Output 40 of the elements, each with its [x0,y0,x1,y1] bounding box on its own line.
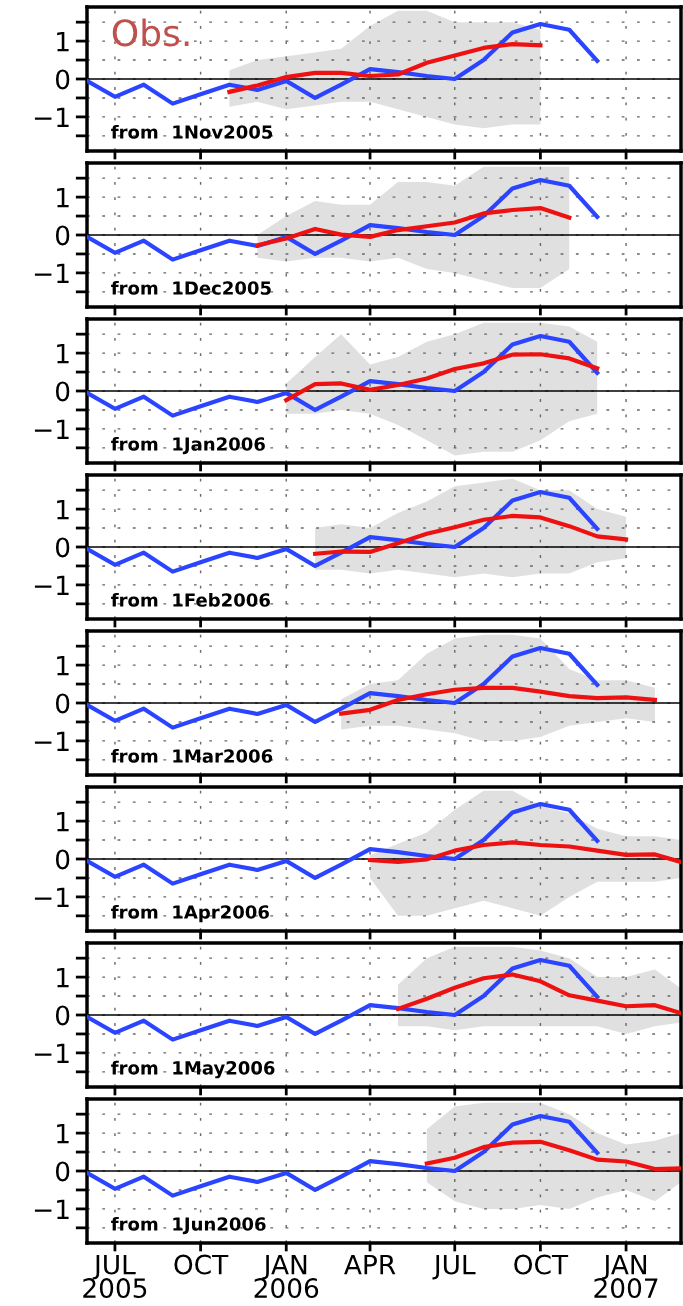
y-tick-label: −1 [34,575,69,595]
y-tick-label: −1 [34,263,69,283]
annotation: from 1Nov2005 [111,124,273,139]
x-tick-label: APR [344,1254,396,1275]
y-tick-label: −1 [34,887,69,907]
y-tick-label: 1 [57,499,69,520]
y-tick-label: 0 [55,849,70,870]
y-tick-label: 1 [57,655,69,676]
x-tick-label: OCT [514,1254,569,1275]
y-tick-label: 1 [57,811,69,832]
y-tick-label: 0 [55,225,70,246]
y-tick-label: 1 [57,1123,69,1144]
y-tick-label: −1 [34,107,69,127]
y-tick-label: 0 [55,381,70,402]
y-tick-label: −1 [34,419,69,439]
x-tick-label: JUL [432,1254,476,1280]
y-tick-label: 0 [55,693,70,714]
y-tick-label: 1 [57,343,69,364]
x-tick-label: JUL 2005 [83,1254,147,1299]
y-tick-label: 0 [55,1005,70,1026]
y-tick-label: 1 [57,967,69,988]
y-tick-label: 0 [55,69,70,90]
y-tick-label: 0 [55,1161,70,1182]
annotation: from 1Dec2005 [111,280,271,295]
y-tick-label: 1 [57,187,69,208]
x-tick-label: JAN 2006 [254,1254,319,1299]
annotation: from 1May2006 [111,1060,275,1079]
y-tick-label: −1 [34,1199,69,1219]
annotation: from 1Jun2006 [111,1216,266,1235]
annotation: from 1Apr2006 [111,904,269,923]
annotation: from 1Jan2006 [111,436,265,455]
x-tick-label: JAN 2007 [594,1254,658,1299]
y-tick-label: −1 [34,1043,69,1063]
annotation: from 1Feb2006 [111,592,270,607]
y-tick-label: −1 [34,731,69,751]
y-tick-label: 1 [57,31,69,52]
annotation: from 1Mar2006 [111,748,273,763]
x-tick-label: OCT [174,1254,229,1275]
annotation: Obs. [112,18,189,47]
y-tick-label: 0 [55,537,70,558]
